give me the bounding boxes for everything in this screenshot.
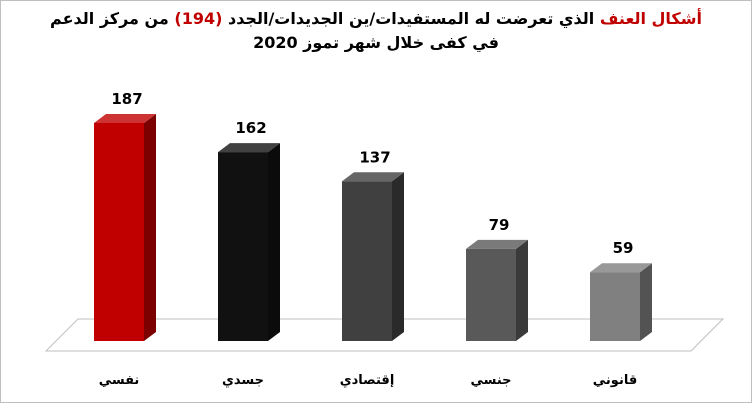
title-segment: من مركز الدعم — [50, 9, 175, 28]
bar-side — [144, 113, 156, 341]
bar-side — [640, 263, 652, 341]
title-line: في كفى خلال شهر تموز 2020 — [253, 33, 499, 52]
bar-top — [218, 143, 280, 153]
x-tick-label: جنسي — [470, 373, 511, 388]
value-label: 59 — [613, 239, 634, 257]
bar — [590, 272, 640, 341]
title-segment: أشكال العنف — [599, 9, 702, 28]
bar-top — [342, 172, 404, 182]
x-tick-label: قانوني — [593, 373, 637, 388]
value-label: 137 — [359, 148, 390, 166]
x-tick-label: نفسي — [99, 373, 140, 388]
bar — [466, 248, 516, 341]
value-label: 162 — [235, 119, 266, 137]
bar-top — [590, 263, 652, 273]
bar-side — [392, 172, 404, 341]
x-tick-label: جسدي — [222, 373, 264, 388]
chart-title: أشكال العنف الذي تعرضت له المستفيدات/ين … — [1, 7, 751, 55]
value-label: 187 — [111, 90, 142, 108]
x-tick-label: إقتصادي — [340, 373, 395, 388]
title-segment: الذي تعرضت له المستفيدات/ين الجديدات/الج… — [222, 9, 600, 28]
title-line: أشكال العنف الذي تعرضت له المستفيدات/ين … — [1, 7, 751, 31]
value-label: 79 — [489, 216, 510, 234]
bar — [218, 152, 268, 341]
bar-side — [268, 143, 280, 341]
bar — [342, 181, 392, 341]
bar — [94, 122, 144, 341]
bar-side — [516, 239, 528, 341]
bar-top — [94, 113, 156, 123]
title-segment: (194) — [174, 9, 223, 28]
bar-top — [466, 239, 528, 249]
